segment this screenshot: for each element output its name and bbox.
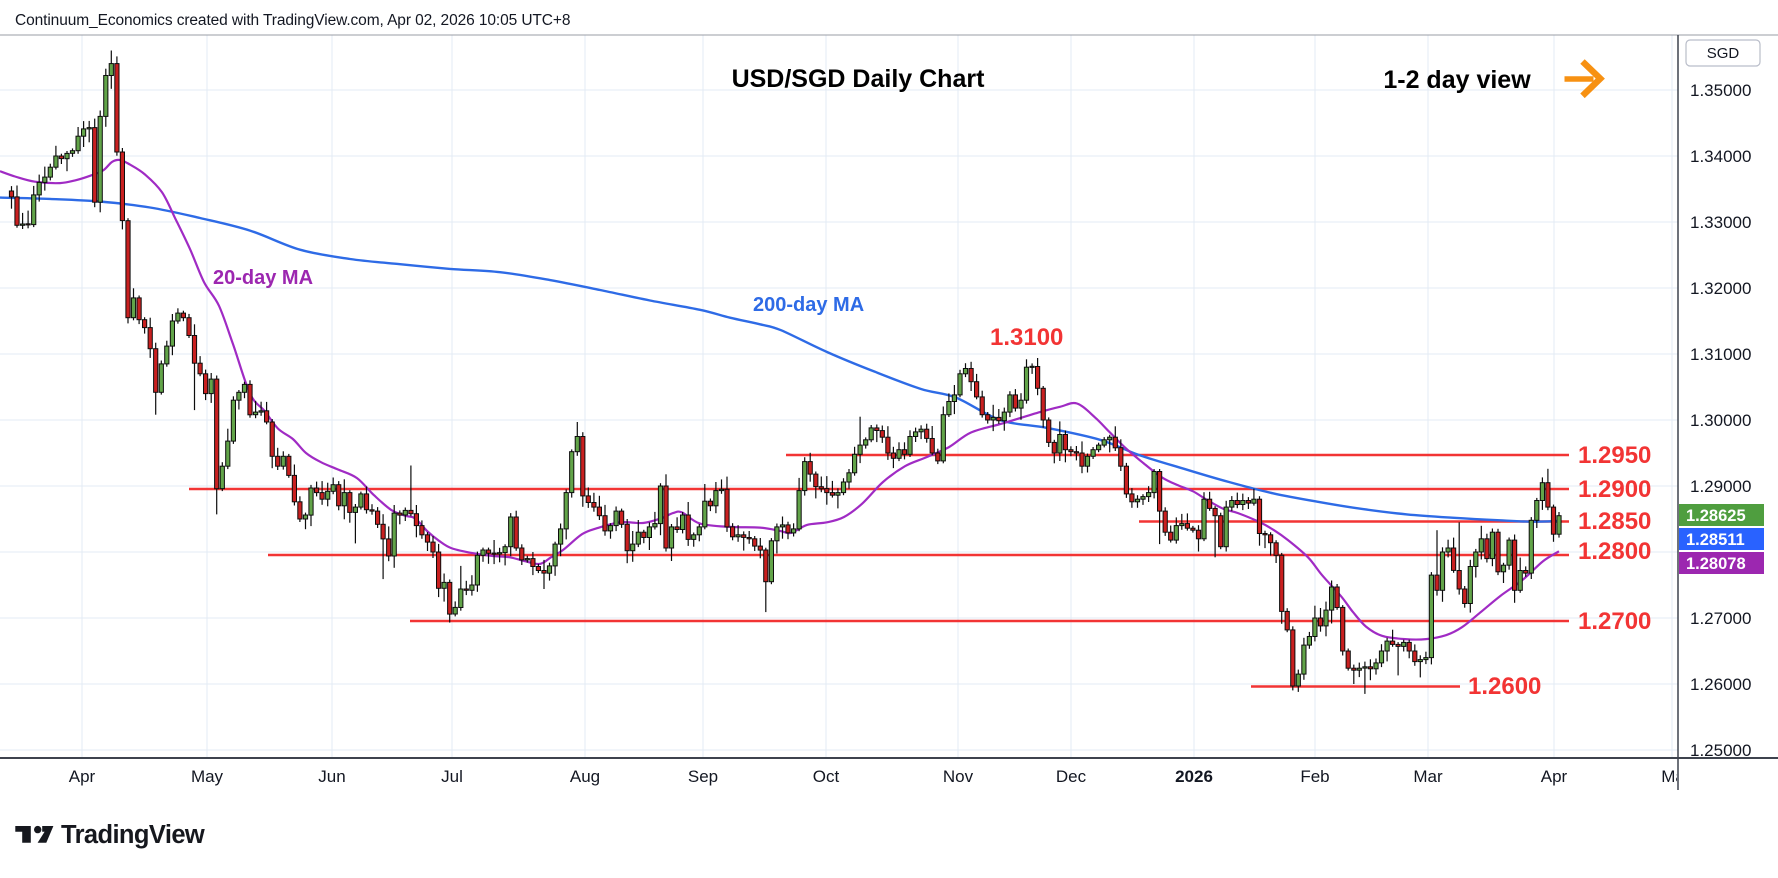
svg-text:1.35000: 1.35000	[1690, 81, 1751, 100]
svg-text:Aug: Aug	[570, 767, 600, 786]
svg-text:Feb: Feb	[1300, 767, 1329, 786]
svg-text:1.30000: 1.30000	[1690, 411, 1751, 430]
svg-text:1.2700: 1.2700	[1578, 608, 1651, 635]
svg-text:1.28511: 1.28511	[1686, 531, 1745, 549]
svg-text:2026: 2026	[1175, 767, 1213, 786]
svg-text:Oct: Oct	[813, 767, 840, 786]
svg-text:1.25000: 1.25000	[1690, 741, 1751, 760]
svg-text:Mar: Mar	[1413, 767, 1443, 786]
svg-text:1.2950: 1.2950	[1578, 442, 1651, 469]
svg-text:Continuum_Economics created wi: Continuum_Economics created with Trading…	[15, 12, 570, 29]
svg-text:USD/SGD Daily Chart: USD/SGD Daily Chart	[732, 65, 986, 93]
svg-text:1.2850: 1.2850	[1578, 508, 1651, 535]
svg-text:Ma: Ma	[1661, 767, 1685, 786]
svg-text:1.34000: 1.34000	[1690, 147, 1751, 166]
svg-text:1.31000: 1.31000	[1690, 345, 1751, 364]
svg-text:1.28625: 1.28625	[1686, 507, 1746, 525]
svg-text:Nov: Nov	[943, 767, 974, 786]
svg-text:1.33000: 1.33000	[1690, 213, 1751, 232]
svg-text:Jun: Jun	[318, 767, 345, 786]
svg-text:May: May	[191, 767, 224, 786]
svg-text:1.26000: 1.26000	[1690, 675, 1751, 694]
svg-text:1.2900: 1.2900	[1578, 476, 1651, 503]
svg-text:1-2 day view: 1-2 day view	[1383, 66, 1531, 94]
svg-text:1.29000: 1.29000	[1690, 477, 1751, 496]
svg-text:1.2600: 1.2600	[1468, 673, 1541, 700]
svg-text:1.27000: 1.27000	[1690, 609, 1751, 628]
svg-text:20-day MA: 20-day MA	[213, 267, 313, 289]
svg-text:1.28078: 1.28078	[1686, 555, 1746, 573]
svg-text:Jul: Jul	[441, 767, 463, 786]
svg-text:1.32000: 1.32000	[1690, 279, 1751, 298]
svg-text:SGD: SGD	[1707, 45, 1740, 62]
svg-text:Apr: Apr	[69, 767, 96, 786]
svg-text:Dec: Dec	[1056, 767, 1087, 786]
svg-text:1.3100: 1.3100	[990, 324, 1063, 351]
svg-text:200-day MA: 200-day MA	[753, 294, 864, 316]
svg-text:TradingView: TradingView	[61, 821, 205, 849]
svg-text:1.2800: 1.2800	[1578, 538, 1651, 565]
svg-text:Apr: Apr	[1541, 767, 1568, 786]
svg-text:Sep: Sep	[688, 767, 718, 786]
